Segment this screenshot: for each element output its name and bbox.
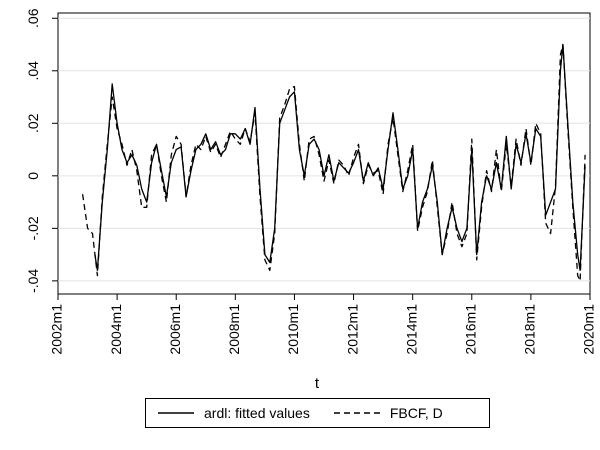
series-line-fitted [94, 43, 586, 272]
y-tick-label-5: .06 [25, 8, 41, 28]
x-tick-label-3: 2008m1 [226, 304, 242, 355]
x-tick-label-1: 2004m1 [108, 304, 124, 355]
x-tick-label-2: 2006m1 [167, 304, 183, 355]
y-tick-label-0: -.04 [25, 269, 41, 293]
y-tick-label-3: .02 [25, 113, 41, 133]
legend-label-fitted: ardl: fitted values [204, 405, 310, 421]
legend-swatch-dashed [333, 412, 380, 414]
x-tick-label-8: 2018m1 [522, 304, 538, 355]
legend-label-fbcf: FBCF, D [389, 405, 443, 421]
plot-area-background [57, 12, 591, 295]
x-tick-label-7: 2016m1 [462, 304, 478, 355]
y-tick-label-4: .04 [25, 61, 41, 81]
x-tick-label-9: 2020m1 [581, 304, 597, 355]
y-tick-label-1: -.02 [25, 216, 41, 240]
x-axis-title: t [315, 375, 320, 392]
x-tick-label-4: 2010m1 [285, 304, 301, 355]
x-tick-label-5: 2012m1 [344, 304, 360, 355]
legend-item-fitted: ardl: fitted values [158, 405, 310, 421]
y-tick-label-2: 0 [25, 172, 41, 180]
x-tick-label-0: 2002m1 [49, 304, 65, 355]
legend-item-fbcf: FBCF, D [333, 405, 443, 421]
legend-swatch-solid [158, 412, 194, 414]
legend: ardl: fitted values FBCF, D [145, 398, 490, 428]
series-line-fbcf [81, 43, 586, 282]
x-tick-label-6: 2014m1 [403, 304, 419, 355]
